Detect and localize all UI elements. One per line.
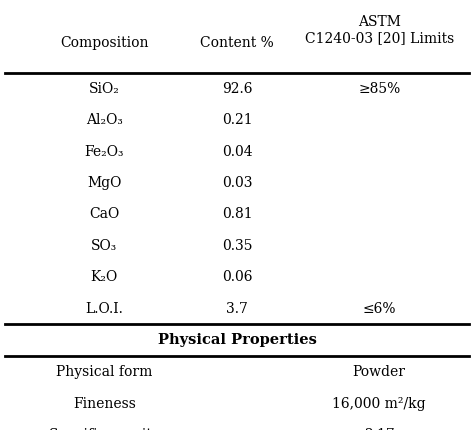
Text: Specific gravity: Specific gravity bbox=[49, 428, 160, 430]
Text: 0.21: 0.21 bbox=[222, 113, 252, 127]
Text: Fe₂O₃: Fe₂O₃ bbox=[84, 144, 124, 159]
Text: Content %: Content % bbox=[200, 36, 274, 50]
Text: 92.6: 92.6 bbox=[222, 82, 252, 96]
Text: ASTM
C1240-03 [20] Limits: ASTM C1240-03 [20] Limits bbox=[305, 15, 454, 45]
Text: ≥85%: ≥85% bbox=[358, 82, 401, 96]
Text: 0.81: 0.81 bbox=[222, 207, 252, 221]
Text: K₂O: K₂O bbox=[91, 270, 118, 284]
Text: 16,000 m²/kg: 16,000 m²/kg bbox=[332, 396, 426, 411]
Text: 3.7: 3.7 bbox=[226, 301, 248, 316]
Text: MgO: MgO bbox=[87, 176, 121, 190]
Text: Powder: Powder bbox=[353, 365, 406, 379]
Text: Physical form: Physical form bbox=[56, 365, 153, 379]
Text: 0.04: 0.04 bbox=[222, 144, 252, 159]
Text: Fineness: Fineness bbox=[73, 396, 136, 411]
Text: 0.35: 0.35 bbox=[222, 239, 252, 253]
Text: Physical Properties: Physical Properties bbox=[157, 333, 317, 347]
Text: SiO₂: SiO₂ bbox=[89, 82, 120, 96]
Text: 0.03: 0.03 bbox=[222, 176, 252, 190]
Text: 0.06: 0.06 bbox=[222, 270, 252, 284]
Text: Composition: Composition bbox=[60, 36, 148, 50]
Text: SO₃: SO₃ bbox=[91, 239, 118, 253]
Text: L.O.I.: L.O.I. bbox=[85, 301, 123, 316]
Text: 2.17: 2.17 bbox=[364, 428, 394, 430]
Text: CaO: CaO bbox=[89, 207, 119, 221]
Text: Al₂O₃: Al₂O₃ bbox=[86, 113, 123, 127]
Text: ≤6%: ≤6% bbox=[363, 301, 396, 316]
